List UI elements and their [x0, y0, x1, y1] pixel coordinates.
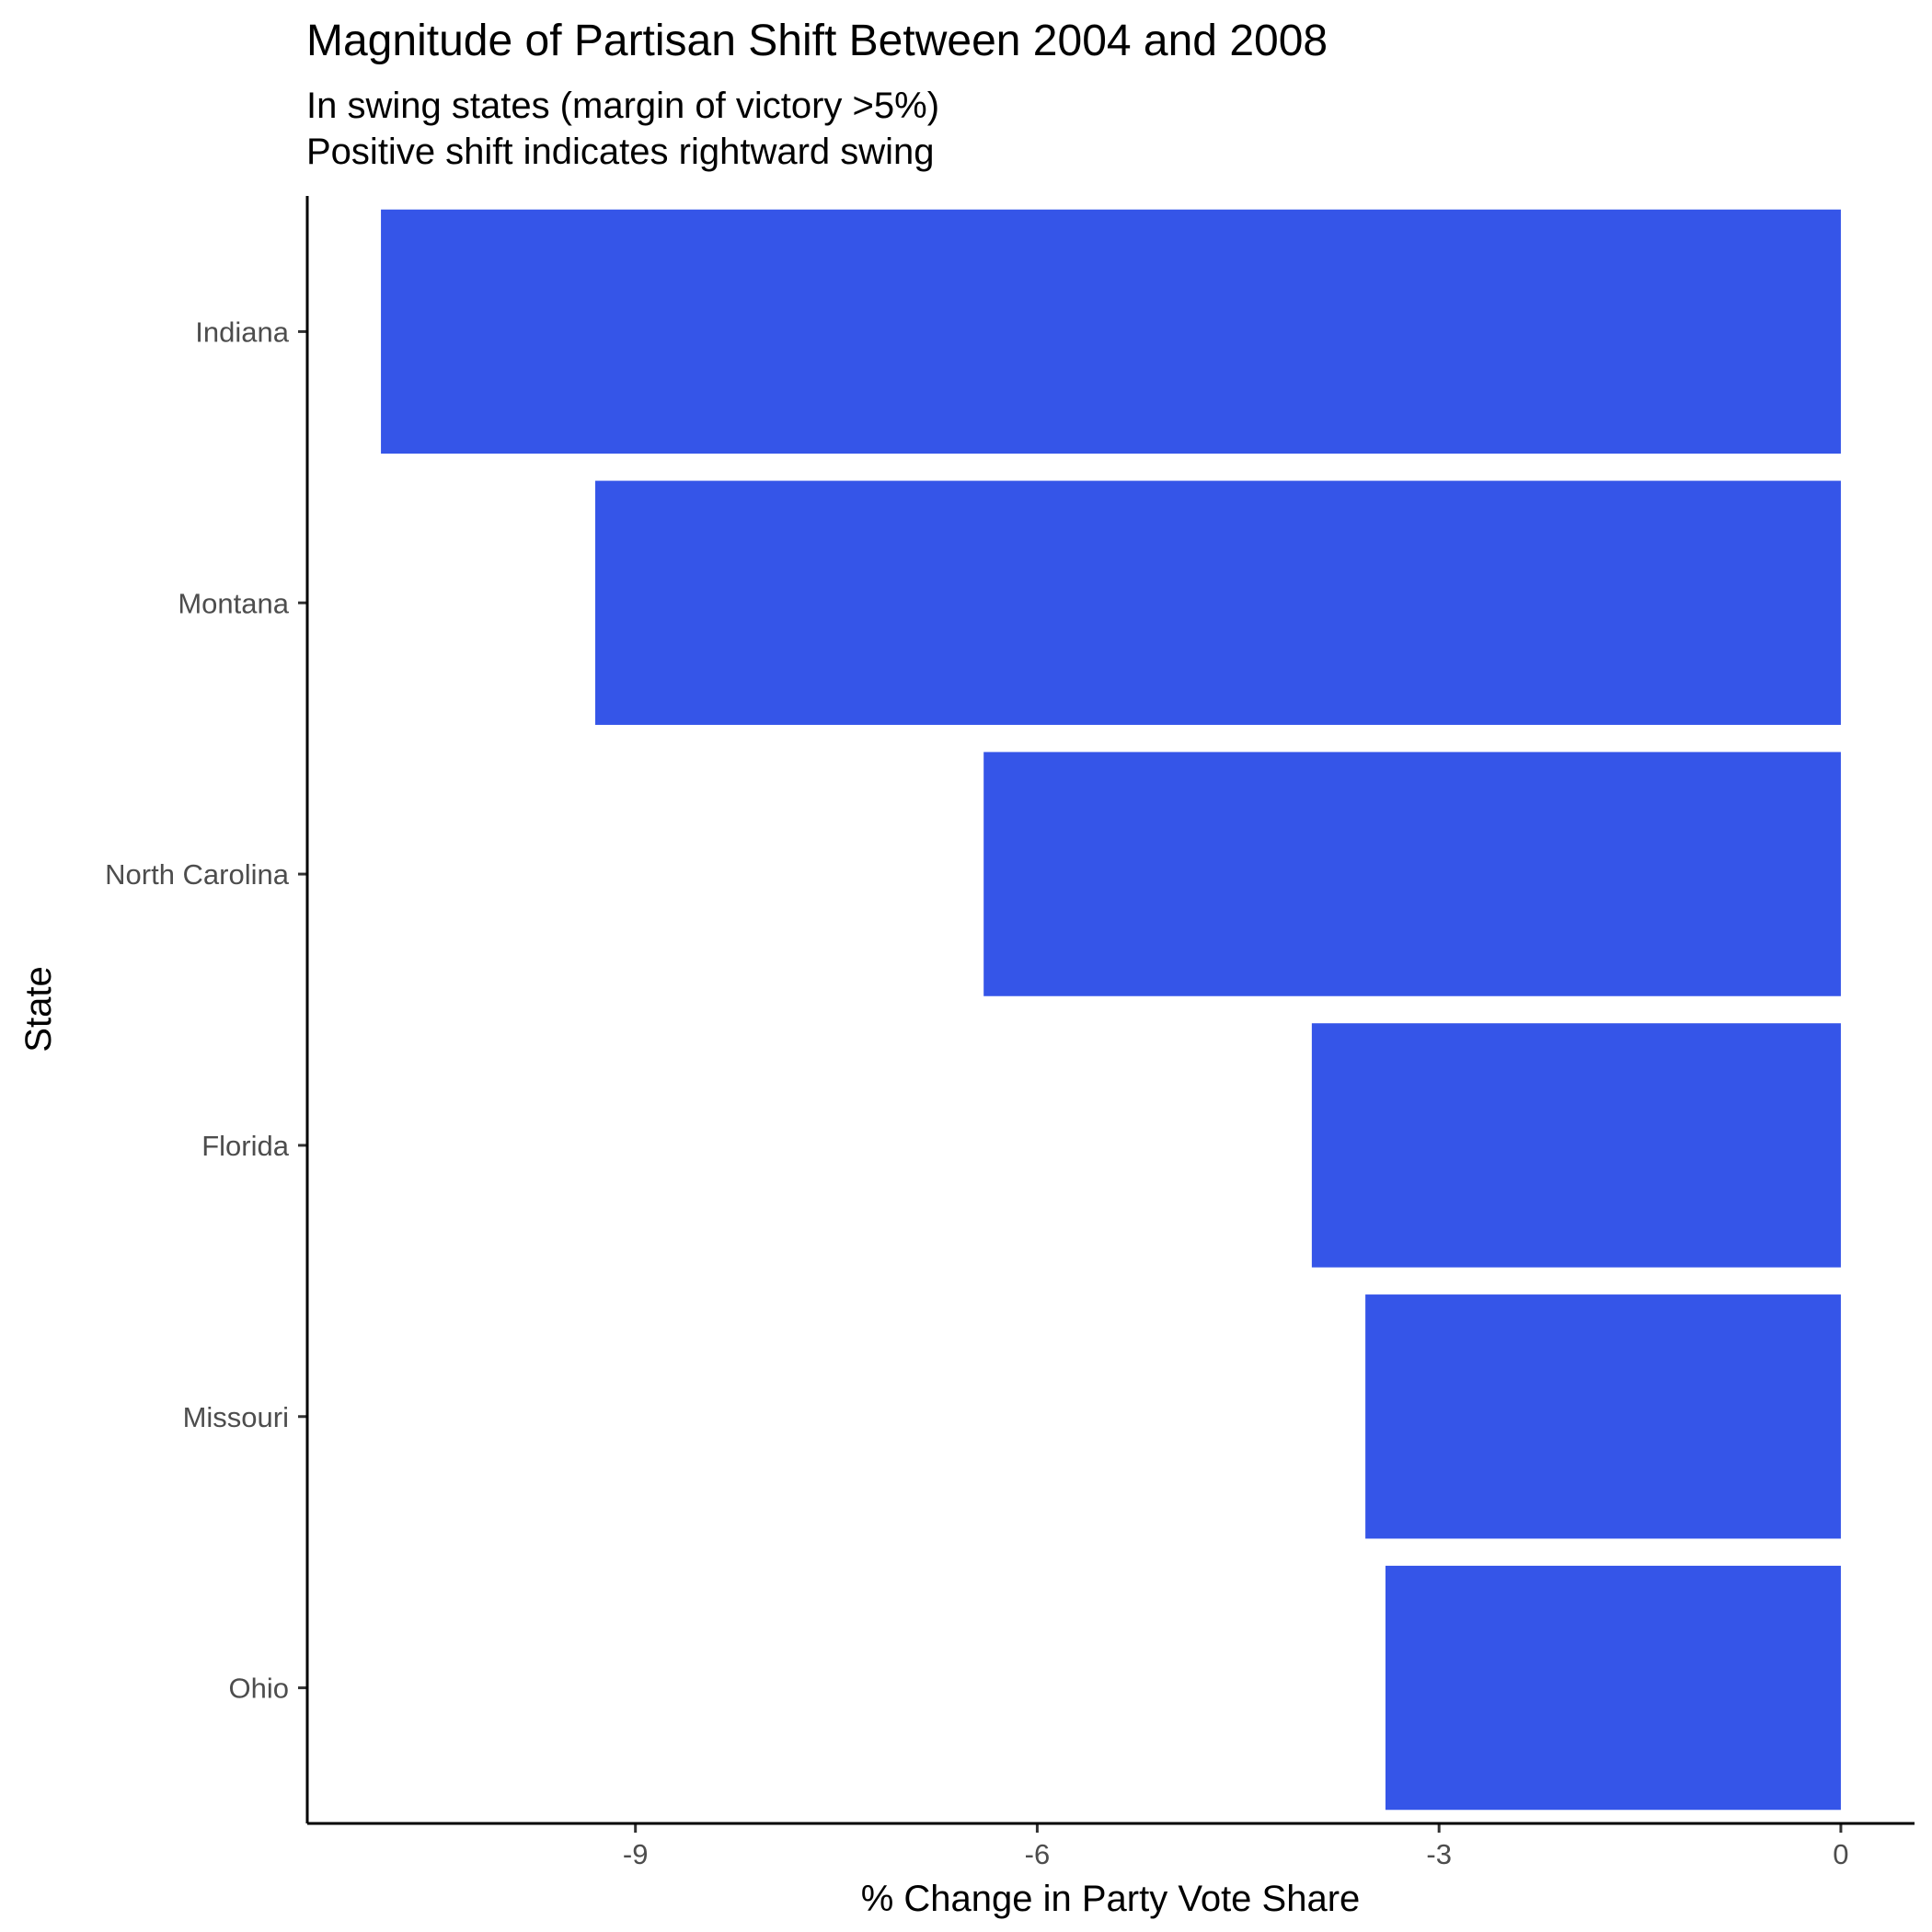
chart-title: Magnitude of Partisan Shift Between 2004…	[306, 17, 1328, 65]
y-tick-label: Montana	[178, 587, 289, 619]
bar-indiana	[381, 209, 1841, 454]
x-tick-label: -3	[1426, 1838, 1452, 1870]
x-tick-label: 0	[1833, 1838, 1848, 1870]
bar-north-carolina	[983, 752, 1841, 996]
chart-subtitle-line-1: In swing states (margin of victory >5%)	[306, 86, 939, 126]
y-tick-label: Florida	[201, 1130, 290, 1162]
bar-ohio	[1385, 1565, 1841, 1811]
y-tick-label: Missouri	[183, 1401, 289, 1433]
y-tick-label: Indiana	[195, 316, 289, 348]
chart-subtitle-line-2: Positive shift indicates rightward swing	[306, 132, 935, 172]
bar-montana	[595, 480, 1841, 725]
bars-group	[381, 209, 1841, 1811]
bar-missouri	[1365, 1294, 1841, 1539]
y-tick-label: North Carolina	[105, 858, 290, 891]
x-tick-label: -6	[1025, 1838, 1051, 1870]
bar-florida	[1311, 1023, 1841, 1268]
x-tick-label: -9	[623, 1838, 649, 1870]
y-axis-ticks: Indiana Montana North Carolina Florida Misso…	[105, 316, 307, 1705]
y-tick-label: Ohio	[229, 1673, 289, 1705]
x-axis-ticks: -9 -6 -3 0	[623, 1823, 1849, 1870]
x-axis-title: % Change in Party Vote Share	[861, 1879, 1361, 1919]
y-axis-title: State	[18, 966, 59, 1052]
